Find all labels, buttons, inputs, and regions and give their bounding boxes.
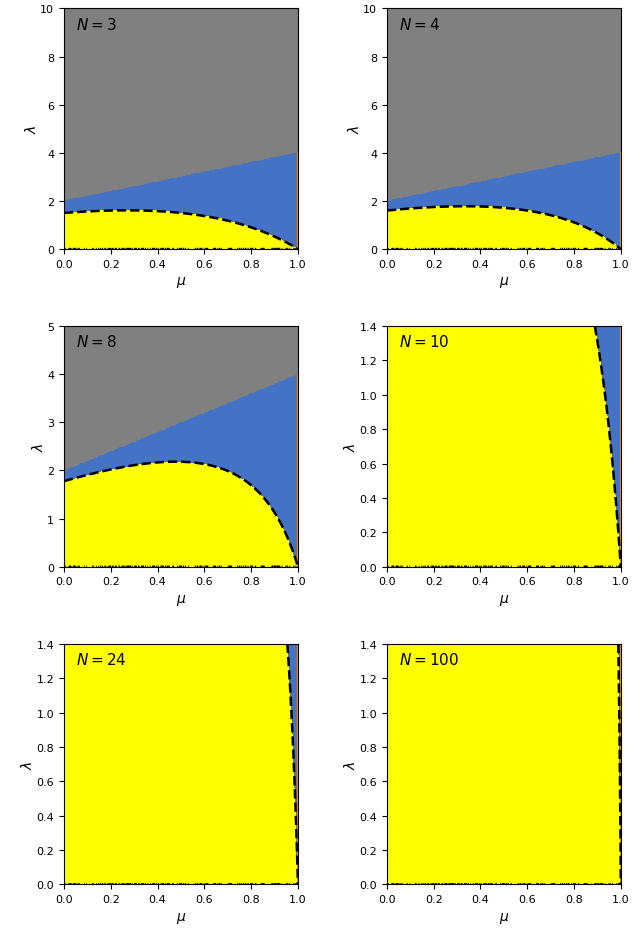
Y-axis label: $\lambda$: $\lambda$ bbox=[343, 760, 358, 769]
Text: $N = 4$: $N = 4$ bbox=[399, 17, 440, 33]
Text: $N = 10$: $N = 10$ bbox=[399, 334, 449, 350]
Y-axis label: $\lambda$: $\lambda$ bbox=[31, 442, 46, 452]
Text: $N = 3$: $N = 3$ bbox=[76, 17, 116, 33]
X-axis label: $\mu$: $\mu$ bbox=[176, 910, 186, 925]
Text: $N = 24$: $N = 24$ bbox=[76, 651, 126, 667]
Y-axis label: $\lambda$: $\lambda$ bbox=[24, 124, 39, 134]
X-axis label: $\mu$: $\mu$ bbox=[499, 910, 509, 925]
X-axis label: $\mu$: $\mu$ bbox=[499, 592, 509, 607]
Y-axis label: $\lambda$: $\lambda$ bbox=[20, 760, 35, 769]
X-axis label: $\mu$: $\mu$ bbox=[499, 275, 509, 290]
X-axis label: $\mu$: $\mu$ bbox=[176, 275, 186, 290]
Text: $N = 8$: $N = 8$ bbox=[76, 334, 116, 350]
X-axis label: $\mu$: $\mu$ bbox=[176, 592, 186, 607]
Text: $N = 100$: $N = 100$ bbox=[399, 651, 459, 667]
Y-axis label: $\lambda$: $\lambda$ bbox=[343, 442, 358, 452]
Y-axis label: $\lambda$: $\lambda$ bbox=[347, 124, 362, 134]
